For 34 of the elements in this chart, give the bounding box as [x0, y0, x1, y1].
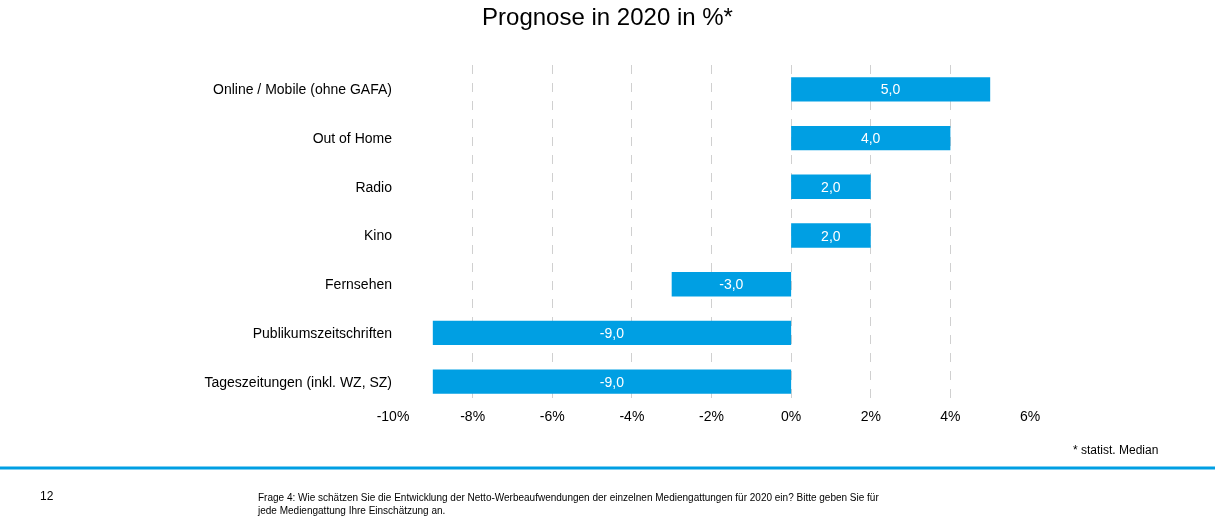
y-tick-label: Radio	[355, 178, 393, 195]
x-tick-label: -6%	[539, 408, 565, 424]
x-tick-label: 6%	[1019, 408, 1041, 424]
y-tick-label: Tageszeitungen (inkl. WZ, SZ)	[204, 373, 392, 390]
text: Frage 4: Wie schätzen Sie die Entwicklung der Netto-Werbeaufwendungen der einzelnen Mediengattungen für 2020 ein? Bitte geben Sie für jede Mediengattung Ihre Einschätzung an.	[257, 492, 880, 516]
bar	[791, 174, 871, 199]
chart-title: Prognose in 2020 in %*	[482, 2, 733, 30]
bar	[791, 77, 991, 102]
text: * statist. Median	[1073, 443, 1159, 457]
y-tick-label: Online / Mobile (ohne GAFA)	[213, 81, 392, 98]
bar	[791, 223, 871, 248]
x-tick-label: -8%	[460, 408, 486, 424]
data-label: 2,0	[821, 178, 841, 195]
bar	[432, 320, 792, 346]
y-tick-label: Kino	[363, 227, 393, 244]
x-tick-label: 4%	[940, 408, 961, 424]
data-label: 5,0	[880, 81, 901, 98]
y-tick-label: Fernsehen	[325, 276, 392, 293]
x-tick-label: 2%	[860, 408, 881, 424]
x-tick-label: 0%	[781, 408, 802, 424]
y-tick-label: Publikumszeitschriften	[252, 324, 392, 341]
text: 12	[40, 489, 54, 503]
x-tick-label: -10%	[376, 408, 410, 424]
bar	[671, 272, 792, 297]
data-label: -9,0	[599, 373, 625, 390]
y-tick-label: Out of Home	[312, 129, 393, 146]
data-label: -9,0	[599, 324, 625, 341]
data-label: 4,0	[860, 130, 881, 147]
bar	[791, 125, 951, 151]
data-label: 2,0	[821, 227, 841, 244]
x-tick-label: -2%	[699, 408, 724, 424]
x-tick-label: -4%	[619, 408, 645, 424]
data-label: -3,0	[719, 276, 744, 293]
bar	[432, 369, 792, 394]
